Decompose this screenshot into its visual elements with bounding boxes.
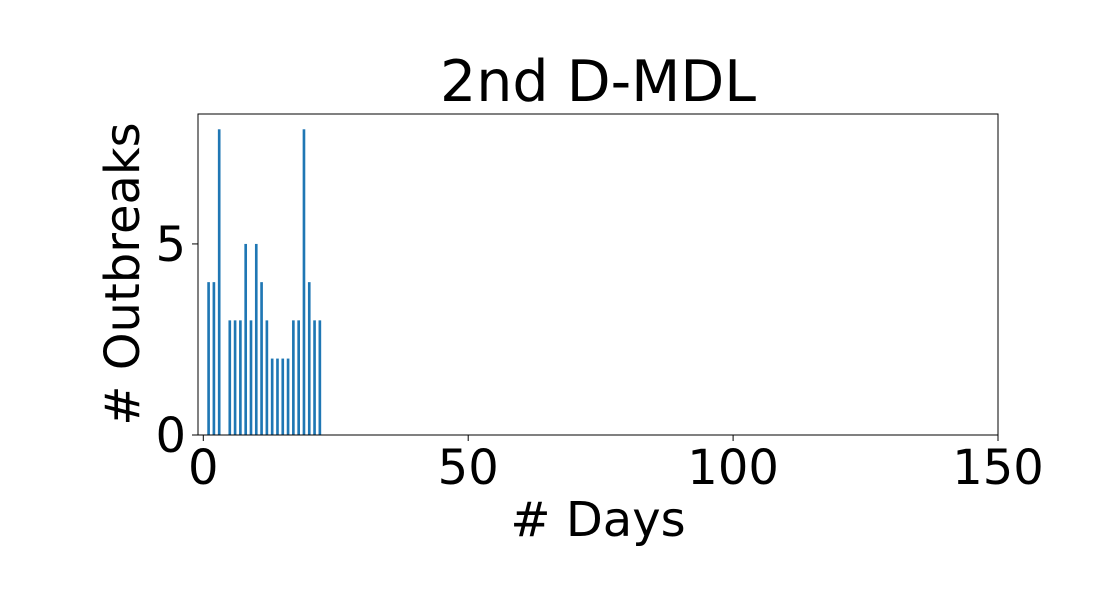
- x-tick-label: 50: [438, 440, 499, 496]
- bar: [276, 358, 279, 435]
- chart-title: 2nd D-MDL: [440, 49, 756, 115]
- bar: [212, 282, 216, 435]
- y-axis-ticks: 05: [155, 217, 198, 464]
- x-tick-label: 150: [952, 440, 1044, 496]
- bar: [228, 320, 232, 435]
- y-tick-label: 0: [155, 408, 186, 464]
- bar: [313, 320, 316, 435]
- bar: [217, 129, 221, 436]
- x-tick-label: 0: [188, 440, 219, 496]
- bar: [307, 282, 311, 435]
- bar: [302, 129, 306, 436]
- bar: [260, 282, 263, 435]
- bar: [207, 282, 210, 435]
- bar: [254, 243, 258, 435]
- bar: [244, 243, 248, 435]
- bars-group: [207, 129, 322, 436]
- x-tick-label: 100: [687, 440, 779, 496]
- bar: [233, 320, 237, 435]
- x-axis-label: # Days: [510, 492, 685, 548]
- bar: [249, 320, 253, 435]
- bar: [265, 320, 269, 435]
- bar: [281, 358, 285, 435]
- bar: [292, 320, 295, 435]
- bar: [318, 320, 322, 435]
- bar: [270, 358, 274, 435]
- y-axis-label: # Outbreaks: [95, 122, 151, 425]
- y-tick-label: 5: [155, 217, 186, 273]
- plot-frame: [197, 113, 999, 436]
- x-axis-ticks: 0 50 100 150: [188, 435, 1044, 496]
- bar: [297, 320, 300, 435]
- bar: [286, 358, 290, 435]
- bar: [239, 320, 242, 435]
